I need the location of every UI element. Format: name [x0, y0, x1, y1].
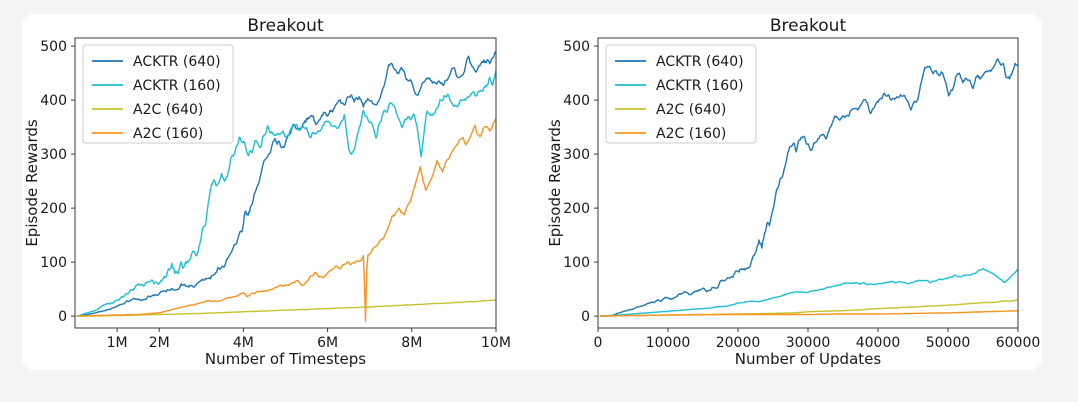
- legend-label: ACKTR (160): [656, 78, 744, 94]
- x-tick-label: 60000: [996, 335, 1041, 351]
- legend: ACKTR (640) ACKTR (160) A2C (640) A2C (160): [605, 44, 757, 144]
- y-axis-label: Episode Rewards: [546, 119, 564, 247]
- y-tick-label: 400: [40, 93, 67, 109]
- x-tick-label: 1M: [107, 335, 128, 351]
- series-line-acktr-160: [76, 70, 496, 317]
- x-tick-label: 10000: [646, 335, 691, 351]
- y-tick-label: 300: [563, 147, 590, 163]
- y-tick-label: 0: [581, 309, 590, 325]
- series-line-a2c-640: [76, 299, 496, 317]
- legend-label: A2C (160): [656, 126, 726, 142]
- chart-breakout-updates-svg: 0 10000 20000 30000 40000 50000 60000 0 100 200 30…: [546, 16, 1041, 368]
- x-tick-label: 50000: [926, 335, 971, 351]
- x-tick-label: 6M: [317, 335, 338, 351]
- y-tick-label: 500: [563, 39, 590, 55]
- legend-label: ACKTR (640): [133, 54, 221, 70]
- x-tick-label: 0: [594, 335, 603, 351]
- x-tick-label: 4M: [233, 335, 254, 351]
- chart-breakout-timesteps-svg: 1M 2M 4M 6M 8M 10M 0 100 200 300 400 500 Breakout Num…: [23, 16, 511, 368]
- y-tick-label: 100: [40, 255, 67, 271]
- legend: ACKTR (640) ACKTR (160) A2C (640) A2C (160): [82, 44, 234, 144]
- y-tick-label: 400: [563, 93, 590, 109]
- legend-label: ACKTR (640): [656, 54, 744, 70]
- chart-breakout-timesteps: 1M 2M 4M 6M 8M 10M 0 100 200 300 400 500 Breakout Num…: [22, 14, 532, 372]
- chart-title: Breakout: [247, 16, 324, 36]
- series-line-a2c-160: [599, 310, 1018, 317]
- y-tick-label: 300: [40, 147, 67, 163]
- y-tick-label: 0: [58, 309, 67, 325]
- series-line-a2c-160: [76, 117, 496, 323]
- x-tick-label: 40000: [856, 335, 901, 351]
- plot-series-group: [76, 50, 496, 323]
- series-line-acktr-640: [599, 58, 1018, 317]
- legend-label: A2C (640): [133, 102, 203, 118]
- legend-label: A2C (160): [133, 126, 203, 142]
- y-tick-label: 100: [563, 255, 590, 271]
- x-tick-label: 2M: [149, 335, 170, 351]
- y-axis-label: Episode Rewards: [23, 119, 41, 247]
- y-tick-label: 200: [40, 201, 67, 217]
- x-tick-label: 8M: [401, 335, 422, 351]
- x-axis-label: Number of Timesteps: [205, 350, 366, 368]
- legend-label: A2C (640): [656, 102, 726, 118]
- legend-label: ACKTR (160): [133, 78, 221, 94]
- legend-box: [82, 44, 234, 144]
- x-tick-label: 10M: [481, 335, 511, 351]
- y-tick-label: 200: [563, 201, 590, 217]
- chart-breakout-updates: 0 10000 20000 30000 40000 50000 60000 0 100 200 30…: [532, 14, 1042, 372]
- chart-title: Breakout: [770, 16, 847, 36]
- x-tick-label: 20000: [716, 335, 761, 351]
- series-line-acktr-160: [599, 267, 1018, 317]
- legend-box: [605, 44, 757, 144]
- series-line-a2c-640: [599, 299, 1018, 317]
- y-tick-label: 500: [40, 39, 67, 55]
- x-tick-label: 30000: [786, 335, 831, 351]
- x-axis-label: Number of Updates: [735, 350, 882, 368]
- plot-series-group: [599, 58, 1018, 317]
- figure-card: 1M 2M 4M 6M 8M 10M 0 100 200 300 400 500 Breakout Num…: [22, 14, 1042, 370]
- plot-spines: [74, 37, 497, 329]
